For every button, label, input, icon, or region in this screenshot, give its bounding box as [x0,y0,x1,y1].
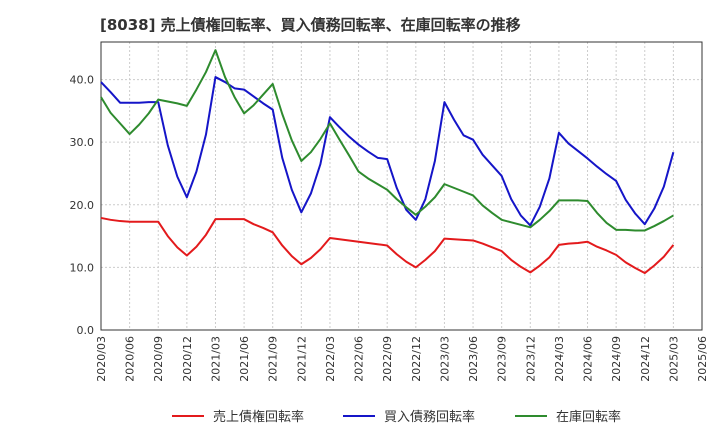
x-tick-label: 2022/12 [410,336,423,382]
x-tick-label: 2020/06 [124,336,137,382]
x-tick-label: 2021/03 [209,336,222,382]
x-tick-label: 2024/03 [553,336,566,382]
x-tick-label: 2021/06 [238,336,251,382]
y-tick-labels: 0.0 10.0 20.0 30.0 40.0 [70,74,95,337]
x-tick-label: 2025/03 [667,336,680,382]
x-tick-label: 2022/03 [324,336,337,382]
legend: 売上債権回転率 買入債務回転率 在庫回転率 [172,409,621,425]
x-tick-label: 2020/12 [181,336,194,382]
x-tick-label: 2023/09 [496,336,509,382]
x-tick-label: 2022/09 [381,336,394,382]
x-tick-label: 2020/03 [95,336,108,382]
axes [100,41,703,331]
series-line-2 [100,76,675,227]
x-tick-labels: 2020/03 2020/06 2020/09 2020/12 2021/03 2021/… [95,336,709,382]
plot-frame [100,41,703,331]
legend-label-1: 売上債権回転率 [213,409,304,425]
legend-label-3: 在庫回転率 [556,409,621,425]
x-tick-label: 2024/12 [639,336,652,382]
x-tick-label: 2021/09 [267,336,280,382]
y-tick-label: 0.0 [77,324,95,337]
x-tick-label: 2024/09 [610,336,623,382]
x-tick-label: 2023/12 [524,336,537,382]
x-tick-label: 2024/06 [582,336,595,382]
x-tick-label: 2021/12 [295,336,308,382]
series-line-1 [100,216,675,275]
x-tick-label: 2022/06 [353,336,366,382]
chart-title: [8038] 売上債権回転率、買入債務回転率、在庫回転率の推移 [100,16,521,34]
y-tick-label: 20.0 [70,199,95,212]
grid-lines [100,42,703,330]
x-tick-label: 2020/09 [152,336,165,382]
y-tick-label: 30.0 [70,136,95,149]
x-tick-label: 2025/06 [696,336,709,382]
legend-label-2: 買入債務回転率 [384,409,475,425]
x-tick-label: 2023/06 [467,336,480,382]
y-tick-label: 40.0 [70,74,95,87]
y-tick-label: 10.0 [70,261,95,274]
series-layer [100,49,675,275]
x-tick-label: 2023/03 [438,336,451,382]
series-line-3 [100,49,674,232]
